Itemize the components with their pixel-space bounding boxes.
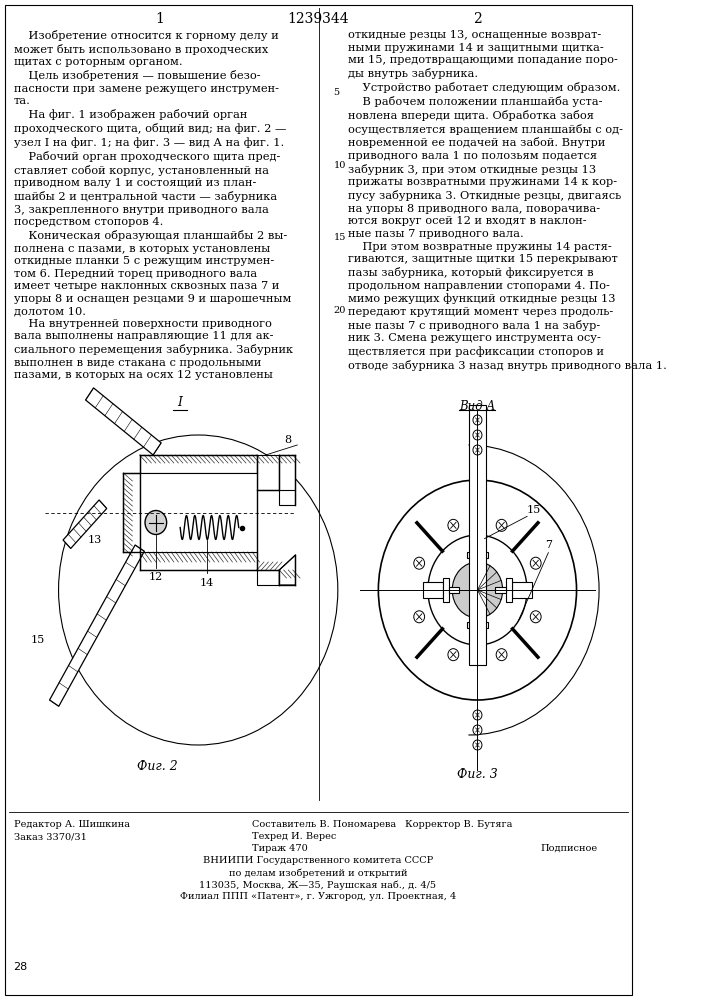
Text: 10: 10 bbox=[333, 161, 346, 170]
Circle shape bbox=[530, 557, 541, 569]
Bar bbox=[474, 558, 480, 570]
Circle shape bbox=[145, 510, 167, 534]
Bar bbox=[470, 530, 485, 552]
Text: 13: 13 bbox=[88, 535, 102, 545]
Polygon shape bbox=[139, 455, 257, 473]
Text: 5: 5 bbox=[333, 88, 339, 97]
Circle shape bbox=[473, 445, 482, 455]
Circle shape bbox=[448, 649, 459, 661]
Polygon shape bbox=[63, 500, 107, 548]
Bar bbox=[470, 628, 485, 650]
Polygon shape bbox=[49, 545, 144, 706]
Text: Тираж 470: Тираж 470 bbox=[252, 844, 308, 853]
Circle shape bbox=[530, 611, 541, 623]
Text: Подписное: Подписное bbox=[541, 844, 597, 853]
Text: Филиал ППП «Патент», г. Ужгород, ул. Проектная, 4: Филиал ППП «Патент», г. Ужгород, ул. Про… bbox=[180, 892, 456, 901]
Circle shape bbox=[473, 710, 482, 720]
Text: I: I bbox=[177, 396, 182, 410]
Text: Изобретение относится к горному делу и
может быть использовано в проходческих
щи: Изобретение относится к горному делу и м… bbox=[13, 30, 293, 380]
Bar bbox=[512, 582, 532, 598]
Bar bbox=[467, 552, 489, 558]
Text: Заказ 3370/31: Заказ 3370/31 bbox=[13, 832, 86, 841]
Text: 28: 28 bbox=[13, 962, 28, 972]
Polygon shape bbox=[279, 455, 296, 505]
Bar bbox=[506, 578, 512, 602]
Circle shape bbox=[496, 649, 507, 661]
Bar bbox=[469, 405, 486, 665]
Circle shape bbox=[473, 740, 482, 750]
Text: Вид А: Вид А bbox=[460, 400, 496, 413]
Bar bbox=[496, 587, 506, 593]
Text: откидные резцы 13, оснащенные возврат-
ными пружинами 14 и защитными щитка-
ми 1: откидные резцы 13, оснащенные возврат- н… bbox=[348, 30, 667, 371]
Bar bbox=[443, 578, 449, 602]
Text: 2: 2 bbox=[473, 12, 482, 26]
Polygon shape bbox=[86, 388, 161, 455]
Text: 14: 14 bbox=[200, 578, 214, 587]
Circle shape bbox=[448, 519, 459, 531]
Bar bbox=[449, 587, 460, 593]
Text: 113035, Москва, Ж—35, Раушская наб., д. 4/5: 113035, Москва, Ж—35, Раушская наб., д. … bbox=[199, 880, 436, 890]
Polygon shape bbox=[139, 552, 257, 570]
Bar bbox=[423, 582, 443, 598]
Circle shape bbox=[473, 415, 482, 425]
Bar bbox=[474, 610, 480, 622]
Text: Редактор А. Шишкина: Редактор А. Шишкина bbox=[13, 820, 129, 829]
Bar bbox=[467, 622, 489, 628]
Circle shape bbox=[496, 519, 507, 531]
Circle shape bbox=[452, 562, 503, 618]
Text: 20: 20 bbox=[333, 306, 346, 315]
Polygon shape bbox=[279, 555, 296, 585]
Text: 8: 8 bbox=[284, 435, 291, 445]
Text: Составитель В. Пономарева: Составитель В. Пономарева bbox=[252, 820, 397, 829]
Circle shape bbox=[473, 430, 482, 440]
Text: Корректор В. Бутяга: Корректор В. Бутяга bbox=[405, 820, 513, 829]
Text: Фиг. 2: Фиг. 2 bbox=[137, 760, 178, 773]
Text: 1: 1 bbox=[155, 12, 164, 26]
Text: 7: 7 bbox=[545, 540, 552, 550]
Bar bbox=[139, 473, 257, 552]
Text: ВНИИПИ Государственного комитета СССР: ВНИИПИ Государственного комитета СССР bbox=[203, 856, 433, 865]
Text: по делам изобретений и открытий: по делам изобретений и открытий bbox=[229, 868, 407, 878]
Text: 15: 15 bbox=[30, 635, 45, 645]
Text: 15: 15 bbox=[527, 505, 542, 515]
Circle shape bbox=[473, 725, 482, 735]
Text: 15: 15 bbox=[333, 233, 346, 242]
Text: 1239344: 1239344 bbox=[287, 12, 349, 26]
Polygon shape bbox=[124, 473, 139, 552]
Text: Фиг. 3: Фиг. 3 bbox=[457, 768, 498, 781]
Circle shape bbox=[414, 611, 425, 623]
Circle shape bbox=[414, 557, 425, 569]
Text: Техред И. Верес: Техред И. Верес bbox=[252, 832, 337, 841]
Polygon shape bbox=[257, 570, 279, 585]
Polygon shape bbox=[257, 455, 279, 490]
Text: 12: 12 bbox=[148, 572, 163, 582]
